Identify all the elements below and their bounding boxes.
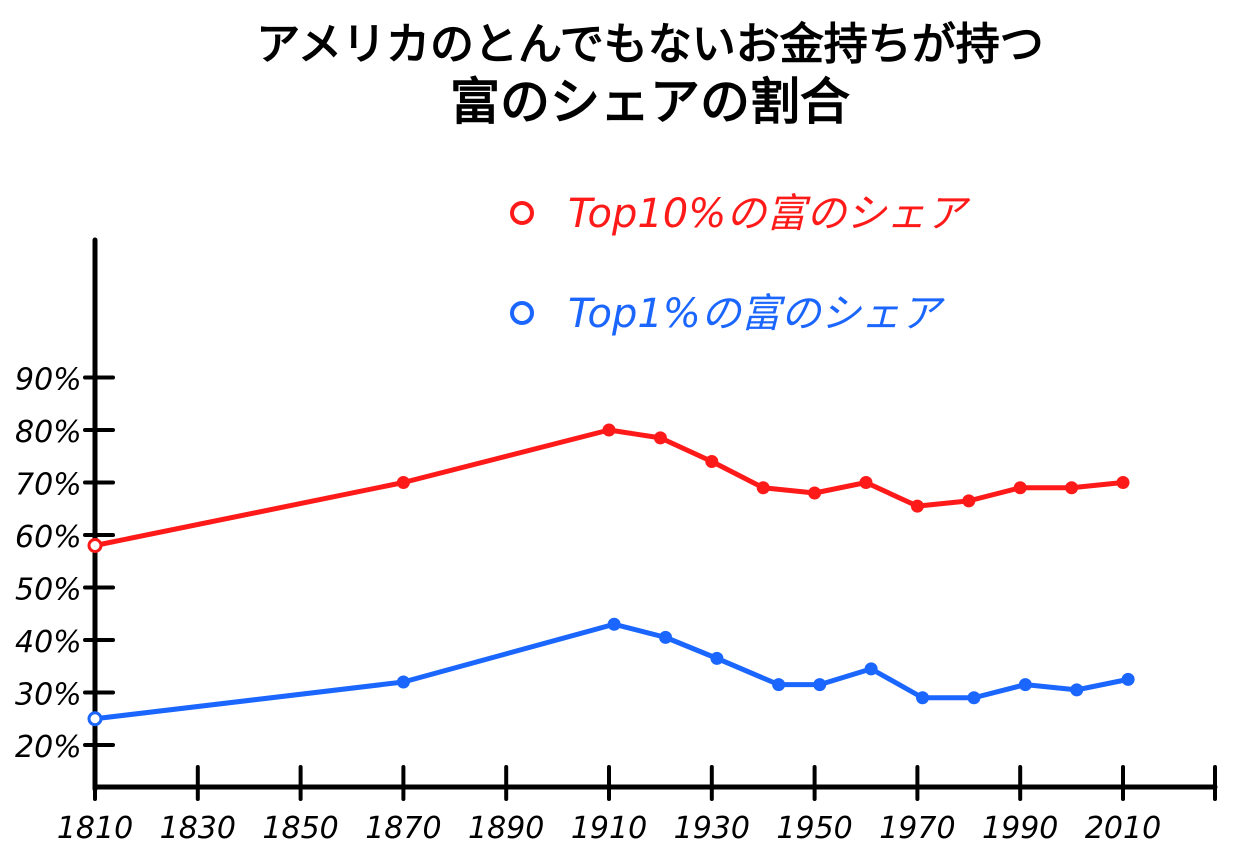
- series-line-1: [92, 621, 1131, 722]
- data-point: [607, 617, 621, 631]
- chart-title: アメリカのとんでもないお金持ちが持つ: [256, 19, 1044, 70]
- y-tick-label: 40%: [15, 625, 82, 660]
- x-tick-label: 1970: [879, 811, 955, 846]
- y-tick-label: 90%: [15, 363, 82, 398]
- data-point: [859, 476, 873, 489]
- axes: [92, 237, 1218, 801]
- data-point: [396, 675, 410, 689]
- y-tick-label: 60%: [15, 520, 82, 555]
- legend-label: Top1%の富のシェア: [568, 291, 945, 337]
- data-point: [1116, 476, 1130, 489]
- chart-subtitle: 富のシェアの割合: [450, 73, 850, 131]
- y-tick-label: 70%: [15, 468, 82, 503]
- data-point: [659, 630, 673, 644]
- data-point: [705, 455, 719, 468]
- x-tick-label: 1990: [982, 811, 1058, 846]
- y-tick-label: 50%: [15, 573, 82, 608]
- series-group: [87, 423, 1135, 727]
- series-line-0: [92, 427, 1126, 548]
- data-point: [1013, 481, 1027, 495]
- y-axis-ticks: 20% 30% 40% 50% 60% 70% 80% 90%: [15, 363, 115, 765]
- x-tick-label: 1930: [674, 811, 750, 846]
- data-point: [910, 499, 924, 513]
- data-point: [1121, 672, 1135, 686]
- x-tick-label: 1830: [160, 811, 236, 846]
- x-tick-label: 1810: [57, 811, 133, 846]
- x-axis-ticks: 1810 1830 1850 1870 1890 1910 1930 1950 1970 1990…: [57, 765, 1161, 846]
- y-tick-label: 80%: [15, 415, 82, 450]
- data-point: [602, 423, 616, 437]
- data-point: [1065, 481, 1079, 495]
- data-point: [87, 538, 103, 553]
- data-point: [808, 486, 822, 500]
- data-point: [772, 678, 786, 692]
- legend-marker: [510, 201, 534, 225]
- data-point: [864, 662, 878, 676]
- legend-marker: [510, 301, 534, 325]
- legend-label: Top10%の富のシェア: [568, 191, 970, 237]
- y-tick-label: 30%: [15, 678, 82, 713]
- x-tick-label: 1910: [571, 811, 647, 846]
- y-tick-label: 20%: [15, 730, 82, 765]
- data-point: [962, 494, 976, 508]
- data-point: [916, 691, 930, 705]
- data-point: [967, 691, 981, 705]
- data-point: [396, 476, 410, 489]
- data-point: [87, 711, 103, 727]
- data-point: [813, 678, 827, 692]
- x-tick-label: 1870: [365, 811, 441, 846]
- data-point: [1070, 683, 1084, 697]
- data-point: [1018, 678, 1032, 692]
- data-point: [756, 481, 770, 495]
- data-point: [653, 431, 667, 445]
- x-tick-label: 1950: [776, 811, 852, 846]
- data-point: [710, 651, 724, 665]
- x-tick-label: 1850: [262, 811, 338, 846]
- legend: Top10%の富のシェア Top1%の富のシェア: [510, 191, 970, 337]
- x-tick-label: 1890: [468, 811, 544, 846]
- x-tick-label: 2010: [1085, 811, 1161, 846]
